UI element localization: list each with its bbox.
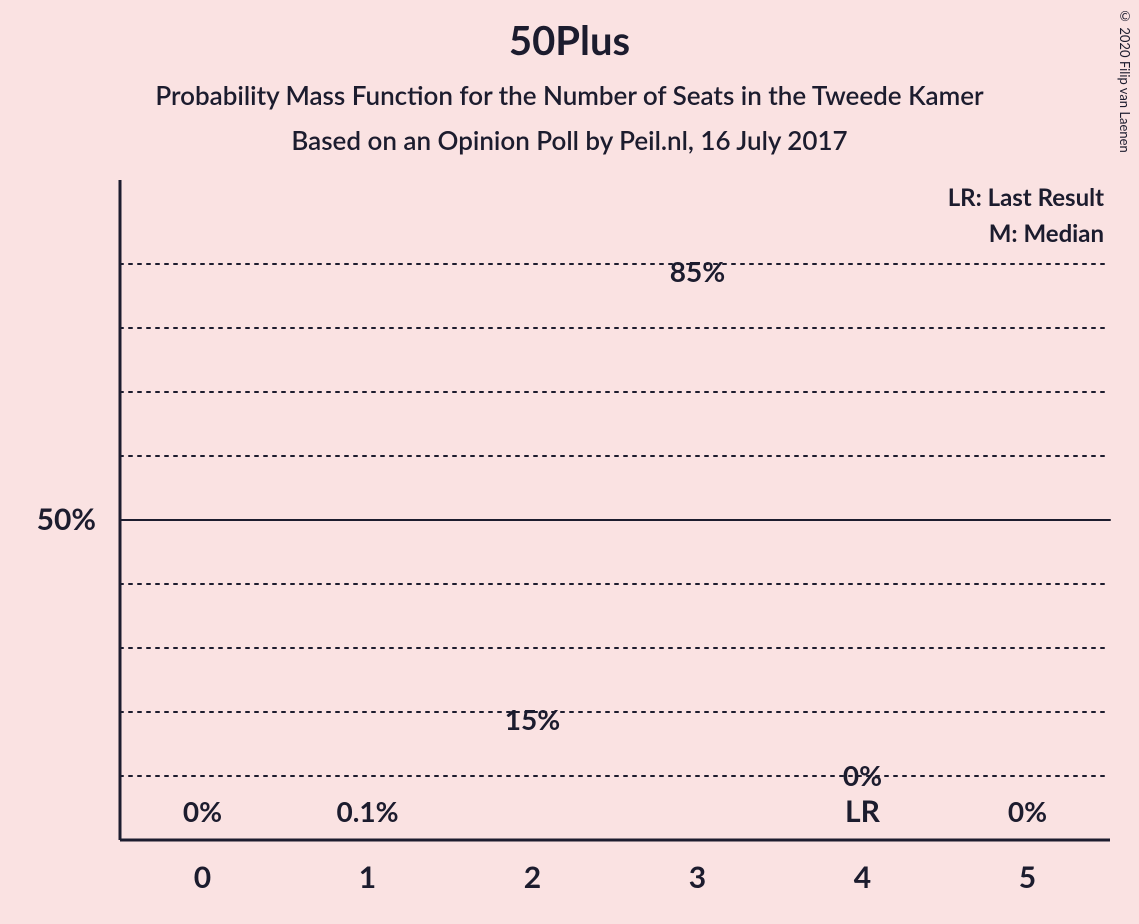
bar-value-label: 0% <box>183 794 222 828</box>
legend-lr: LR: Last Result <box>948 183 1104 212</box>
x-tick-label: 5 <box>1019 859 1036 895</box>
bar-value-label: 0% <box>1008 794 1047 828</box>
x-tick-label: 0 <box>194 859 211 895</box>
last-result-marker: LR <box>845 793 881 829</box>
median-marker: M <box>683 528 711 564</box>
chart-title: 50Plus <box>509 16 630 64</box>
pmf-chart: 50Plus Probability Mass Function for the … <box>0 0 1139 924</box>
chart-subtitle-2: Based on an Opinion Poll by Peil.nl, 16 … <box>291 124 847 156</box>
bar-value-label: 85% <box>670 254 725 288</box>
x-tick-label: 3 <box>689 859 706 895</box>
x-tick-label: 4 <box>854 859 871 895</box>
x-tick-label: 2 <box>524 859 541 895</box>
bar-value-label: 0% <box>843 758 882 792</box>
chart-subtitle-1: Probability Mass Function for the Number… <box>155 79 984 111</box>
bar-value-label: 0.1% <box>336 794 398 828</box>
copyright-text: © 2020 Filip van Laenen <box>1117 8 1133 153</box>
y-axis-label: 50% <box>37 501 96 537</box>
x-tick-label: 1 <box>359 859 376 895</box>
legend-m: M: Median <box>989 219 1104 248</box>
bar-value-label: 15% <box>505 702 560 736</box>
